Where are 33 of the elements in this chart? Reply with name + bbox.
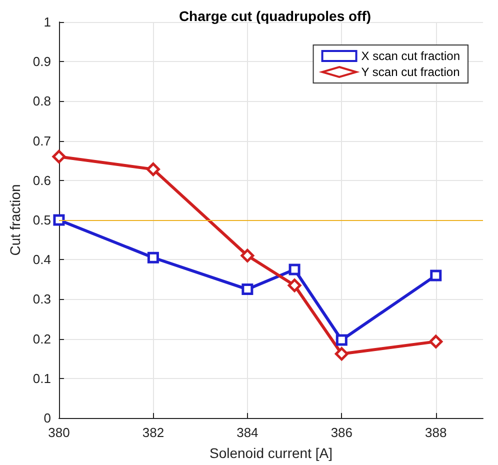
point — [288, 278, 302, 292]
y-tick-label: 0.8 — [32, 94, 51, 109]
legend-label: X scan cut fraction — [361, 49, 460, 63]
x-tick-label: 386 — [330, 425, 353, 440]
x-tick-label: 384 — [236, 425, 258, 440]
point — [146, 162, 160, 176]
point — [429, 334, 443, 348]
point — [53, 214, 65, 226]
y-axis-title: Cut fraction — [7, 184, 23, 256]
point — [242, 284, 254, 296]
x-tick-label: 388 — [425, 425, 447, 440]
point — [147, 252, 159, 264]
y-tick-label: 0.3 — [32, 292, 51, 307]
x-axis-title: Solenoid current [A] — [210, 445, 332, 461]
y-tick-label: 0.1 — [32, 370, 51, 386]
legend-label: Y scan cut fraction — [361, 65, 460, 79]
x-tick-label: 382 — [142, 425, 164, 440]
x-tick-label: 380 — [48, 425, 70, 440]
point — [430, 270, 442, 282]
point — [336, 334, 348, 346]
chart-title: Charge cut (quadrupoles off) — [178, 8, 372, 24]
y-tick-label: 0.4 — [32, 252, 51, 268]
y-tick-label: 0 — [44, 410, 51, 426]
point — [288, 264, 300, 276]
y-tick-label: 0.6 — [32, 172, 51, 188]
point — [240, 248, 254, 262]
y-tick-label: 1 — [44, 14, 51, 30]
point — [52, 150, 66, 164]
y-tick-label: 0.9 — [32, 54, 51, 70]
y-tick-label: 0.5 — [32, 212, 51, 228]
y-tick-label: 0.2 — [32, 331, 51, 346]
y-tick-label: 0.7 — [32, 133, 51, 148]
point — [334, 347, 348, 361]
